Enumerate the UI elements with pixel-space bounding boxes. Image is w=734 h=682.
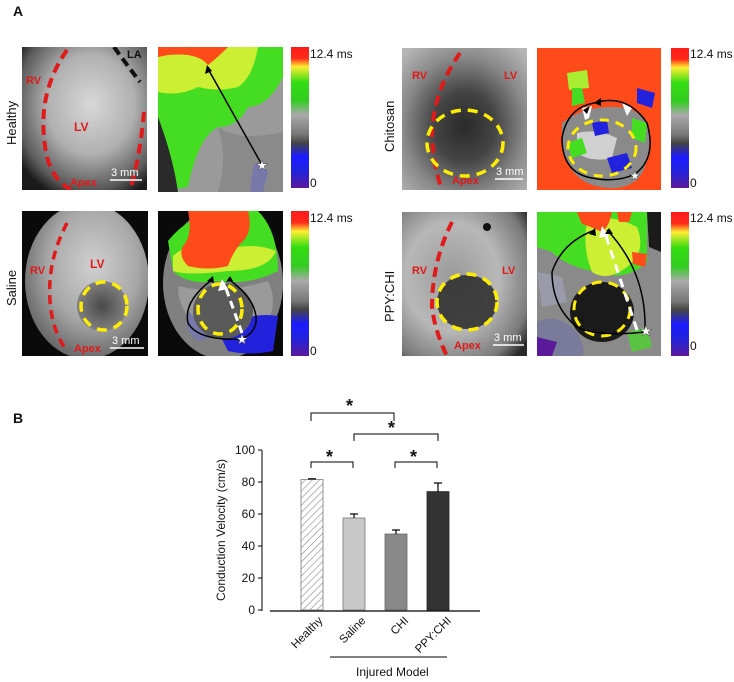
heart-image-healthy: RV LV Apex LA 3 mm bbox=[22, 47, 147, 190]
scale-bar-label: 3 mm bbox=[111, 167, 139, 179]
activation-map-healthy: ★ bbox=[158, 47, 283, 192]
label-apex: Apex bbox=[74, 343, 101, 355]
bar-healthy bbox=[300, 479, 324, 611]
y-tick-100: 100 bbox=[234, 443, 255, 457]
bar-chi bbox=[384, 533, 408, 611]
significance-star-saline-ppychi: * bbox=[388, 418, 396, 438]
label-lv: LV bbox=[90, 257, 105, 271]
label-lv: LV bbox=[502, 265, 516, 277]
group-label-injured-model: Injured Model bbox=[356, 665, 429, 679]
colorbar-max-label: 12.4 ms bbox=[310, 47, 353, 61]
panel-b-label: B bbox=[13, 410, 24, 426]
label-lv: LV bbox=[74, 120, 89, 134]
y-tick-60: 60 bbox=[241, 507, 255, 521]
y-axis-label: Conduction Velocity (cm/s) bbox=[214, 458, 228, 601]
colorbar-healthy bbox=[291, 47, 309, 188]
x-label-ppychi-wrap: PPY:CHI bbox=[385, 615, 454, 656]
panel-a-label: A bbox=[13, 3, 24, 19]
scale-bar-label: 3 mm bbox=[112, 335, 140, 347]
colorbar-min-label: 0 bbox=[690, 176, 697, 190]
svg-text:★: ★ bbox=[236, 331, 249, 347]
significance-star-healthy-saline: * bbox=[326, 447, 334, 467]
y-tick-0: 0 bbox=[248, 603, 255, 617]
scale-bar-label: 3 mm bbox=[496, 166, 524, 178]
significance-star-chi-ppychi: * bbox=[410, 447, 418, 467]
colorbar-ppychi bbox=[671, 212, 689, 356]
y-tick-20: 20 bbox=[241, 571, 255, 585]
svg-text:★: ★ bbox=[256, 157, 269, 173]
colorbar-saline bbox=[291, 211, 309, 356]
label-rv: RV bbox=[26, 75, 42, 87]
colorbar-min-label: 0 bbox=[310, 344, 317, 358]
label-apex: Apex bbox=[70, 177, 97, 189]
label-apex: Apex bbox=[452, 175, 479, 187]
y-tick-40: 40 bbox=[241, 539, 255, 553]
colorbar-max-label: 12.4 ms bbox=[690, 211, 733, 225]
colorbar-min-label: 0 bbox=[690, 339, 697, 353]
label-lv: LV bbox=[504, 70, 518, 82]
colorbar-min-label: 0 bbox=[310, 176, 317, 190]
colorbar-max-label: 12.4 ms bbox=[690, 47, 733, 61]
activation-map-saline: ★ bbox=[158, 211, 283, 356]
y-tick-80: 80 bbox=[241, 475, 255, 489]
bar-ppychi bbox=[426, 491, 450, 611]
bar-saline bbox=[342, 517, 366, 611]
label-rv: RV bbox=[412, 265, 428, 277]
activation-map-chitosan: ★ bbox=[537, 48, 661, 190]
heart-image-saline: RV LV Apex 3 mm bbox=[22, 211, 148, 356]
label-la: LA bbox=[127, 49, 142, 61]
heart-image-chitosan: RV LV Apex 3 mm bbox=[402, 48, 527, 190]
svg-text:★: ★ bbox=[629, 168, 641, 183]
activation-map-ppychi: ★ bbox=[537, 212, 661, 356]
significance-star-healthy-chi: * bbox=[346, 396, 354, 416]
svg-text:★: ★ bbox=[639, 323, 652, 340]
colorbar-chitosan bbox=[671, 48, 689, 188]
scale-bar-label: 3 mm bbox=[494, 332, 522, 344]
heart-image-ppychi: RV LV Apex 3 mm bbox=[402, 212, 527, 356]
label-apex: Apex bbox=[454, 340, 481, 352]
label-rv: RV bbox=[30, 265, 46, 277]
label-rv: RV bbox=[412, 70, 428, 82]
colorbar-max-label: 12.4 ms bbox=[310, 211, 353, 225]
